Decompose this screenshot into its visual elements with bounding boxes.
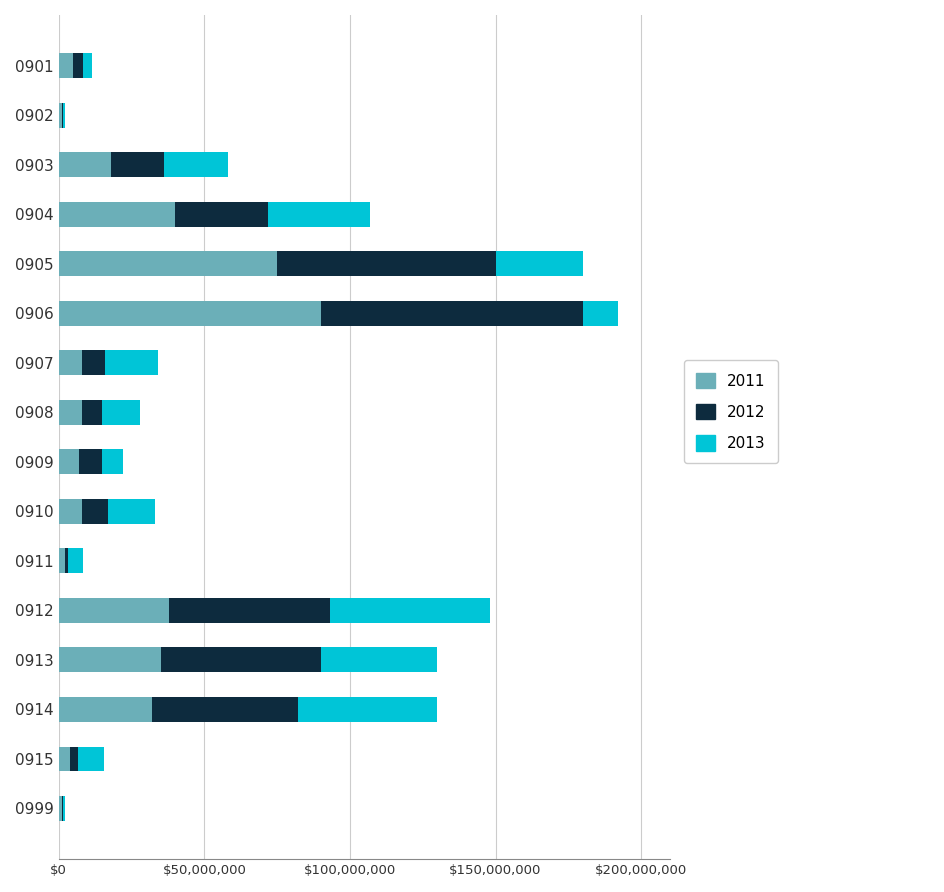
Bar — [297, 697, 437, 722]
Bar — [111, 153, 163, 178]
Bar — [82, 351, 105, 376]
Legend: 2011, 2012, 2013: 2011, 2012, 2013 — [683, 360, 777, 463]
Bar — [79, 450, 102, 475]
Bar — [152, 697, 297, 722]
Bar — [61, 796, 63, 821]
Bar — [175, 202, 268, 227]
Bar — [70, 747, 77, 772]
Bar — [59, 697, 152, 722]
Bar — [102, 400, 140, 425]
Bar — [102, 450, 123, 475]
Bar — [59, 400, 82, 425]
Bar — [63, 796, 64, 821]
Bar — [59, 648, 160, 673]
Bar — [74, 54, 83, 78]
Bar — [277, 252, 495, 277]
Bar — [82, 400, 102, 425]
Bar — [582, 301, 617, 326]
Bar — [68, 549, 82, 574]
Bar — [77, 747, 104, 772]
Bar — [160, 648, 320, 673]
Bar — [83, 54, 93, 78]
Bar — [59, 103, 61, 128]
Bar — [59, 301, 320, 326]
Bar — [59, 54, 74, 78]
Bar — [63, 103, 64, 128]
Bar — [329, 598, 489, 623]
Bar — [268, 202, 370, 227]
Bar — [59, 499, 82, 524]
Bar — [105, 351, 158, 376]
Bar — [320, 648, 437, 673]
Bar — [495, 252, 582, 277]
Bar — [59, 202, 175, 227]
Bar — [61, 103, 63, 128]
Bar — [59, 598, 169, 623]
Bar — [59, 153, 111, 178]
Bar — [59, 351, 82, 376]
Bar — [169, 598, 329, 623]
Bar — [82, 499, 109, 524]
Bar — [64, 549, 68, 574]
Bar — [109, 499, 155, 524]
Bar — [59, 252, 277, 277]
Bar — [59, 747, 70, 772]
Bar — [163, 153, 228, 178]
Bar — [59, 549, 64, 574]
Bar — [59, 796, 61, 821]
Bar — [59, 450, 79, 475]
Bar — [320, 301, 582, 326]
